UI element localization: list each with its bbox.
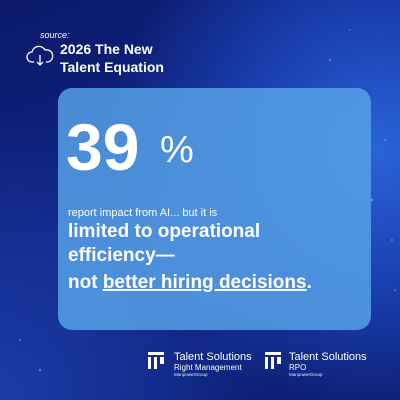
card	[58, 88, 371, 330]
logo-parent: ManpowerGroup	[289, 372, 323, 377]
lead-text: report impact from AI... but it is	[68, 207, 218, 219]
figure: 39	[66, 110, 140, 184]
logo-name: Talent Solutions	[289, 351, 367, 363]
text: not	[68, 272, 103, 293]
logo-parent: ManpowerGroup	[174, 372, 208, 377]
logo: Talent Solutions Right Management Manpow…	[174, 351, 252, 377]
text: .	[306, 272, 312, 293]
title-line: Talent Equation	[60, 59, 164, 75]
logo-sub: Right Management	[174, 363, 242, 372]
underlined-text: better hiring decisions	[102, 272, 307, 293]
logo-sub: RPO	[289, 363, 307, 372]
source-title: 2026 The New Talent Equation	[60, 40, 164, 76]
logo-icons	[148, 352, 281, 369]
emphasis-line: not better hiring decisions.	[68, 272, 312, 294]
logo: Talent Solutions RPO ManpowerGroup	[289, 351, 367, 377]
emphasis-line: efficiency—	[68, 245, 175, 266]
title-line: 2026 The New	[60, 41, 153, 57]
emphasis-line: limited to operational	[68, 221, 261, 242]
source-label: source:	[40, 30, 70, 40]
figure-unit: %	[160, 129, 194, 171]
cloud-icon	[26, 45, 54, 66]
logo-name: Talent Solutions	[174, 351, 252, 363]
